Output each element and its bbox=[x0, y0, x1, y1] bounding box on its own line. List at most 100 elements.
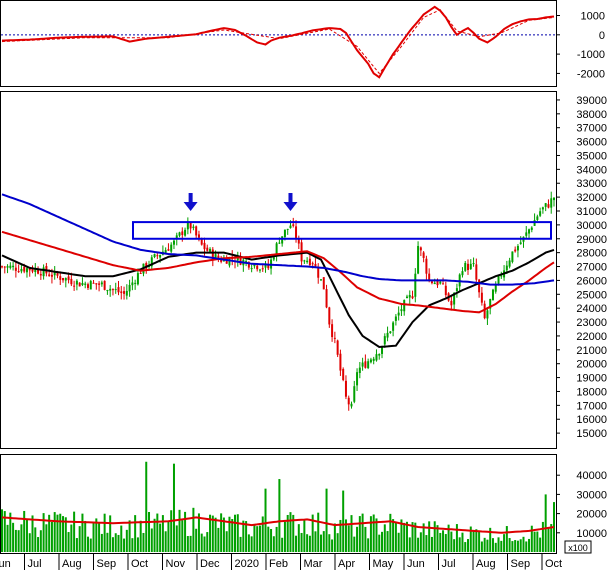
candle-body bbox=[192, 226, 195, 228]
candle-body bbox=[547, 204, 550, 208]
down-arrow-shaft bbox=[288, 193, 293, 203]
volume-bar bbox=[508, 538, 511, 552]
candle-body bbox=[430, 281, 433, 284]
x-tick-label: Dec bbox=[200, 558, 220, 570]
candle-body bbox=[408, 294, 411, 298]
volume-bar bbox=[511, 541, 514, 552]
volume-tick-label: 40000 bbox=[576, 470, 607, 482]
volume-bar bbox=[386, 531, 389, 552]
candle-body bbox=[411, 296, 414, 299]
candle-body bbox=[89, 281, 92, 290]
candle-body bbox=[494, 284, 497, 292]
candle-body bbox=[6, 266, 9, 268]
volume-bar bbox=[519, 539, 522, 552]
candle-body bbox=[53, 271, 56, 276]
volume-bar bbox=[475, 529, 478, 552]
volume-bar bbox=[62, 516, 65, 552]
candle-body bbox=[486, 310, 489, 319]
price-tick-label: 15000 bbox=[576, 428, 607, 440]
candle-body bbox=[500, 275, 503, 277]
candle-body bbox=[39, 274, 42, 276]
volume-bar bbox=[356, 526, 359, 552]
volume-bar bbox=[464, 542, 467, 552]
candle-body bbox=[530, 227, 533, 230]
volume-bar bbox=[25, 519, 28, 552]
volume-bar bbox=[3, 511, 6, 552]
volume-bar bbox=[503, 534, 506, 552]
candle-body bbox=[480, 292, 483, 303]
candle-body bbox=[292, 224, 295, 226]
candle-body bbox=[12, 265, 15, 268]
volume-bar bbox=[86, 536, 89, 552]
candle-body bbox=[347, 397, 350, 405]
volume-bar bbox=[267, 526, 270, 552]
candle-body bbox=[419, 247, 422, 251]
volume-bar bbox=[84, 520, 87, 552]
volume-bar bbox=[206, 532, 209, 552]
price-tick-label: 31000 bbox=[576, 206, 607, 218]
volume-bar bbox=[78, 526, 81, 552]
volume-bar bbox=[100, 533, 103, 552]
volume-bar bbox=[34, 527, 37, 552]
candle-body bbox=[514, 249, 517, 252]
candle-body bbox=[428, 273, 431, 280]
candle-body bbox=[344, 380, 347, 397]
volume-bar bbox=[134, 515, 137, 552]
candle-body bbox=[295, 226, 298, 238]
volume-bar bbox=[48, 514, 51, 552]
volume-bar bbox=[283, 521, 286, 552]
candle-body bbox=[358, 367, 361, 374]
candle-body bbox=[131, 282, 134, 286]
candle-body bbox=[325, 289, 328, 308]
down-arrow-head bbox=[283, 202, 298, 211]
oscillator-tick-label: -1000 bbox=[577, 49, 605, 61]
candle-body bbox=[136, 273, 139, 285]
volume-bar bbox=[361, 513, 364, 552]
candle-body bbox=[467, 263, 470, 271]
candle-body bbox=[478, 279, 481, 293]
candle-body bbox=[286, 228, 289, 230]
candle-body bbox=[103, 280, 106, 290]
candle-body bbox=[34, 268, 37, 273]
candle-body bbox=[439, 281, 442, 284]
volume-bar bbox=[214, 517, 217, 552]
volume-bar bbox=[64, 517, 67, 552]
candle-body bbox=[134, 282, 137, 284]
candle-body bbox=[184, 229, 187, 236]
volume-bar bbox=[536, 531, 539, 552]
candle-body bbox=[453, 292, 456, 305]
volume-bar bbox=[120, 525, 123, 552]
volume-bar bbox=[186, 536, 189, 552]
candle-body bbox=[220, 259, 223, 262]
price-tick-label: 19000 bbox=[576, 373, 607, 385]
volume-bar bbox=[405, 521, 408, 552]
volume-bar bbox=[422, 523, 425, 552]
candle-body bbox=[98, 283, 101, 285]
volume-bar bbox=[433, 521, 436, 552]
candle-body bbox=[436, 280, 439, 286]
candle-body bbox=[317, 268, 320, 278]
x-tick-label: Apr bbox=[338, 558, 355, 570]
volume-bar bbox=[39, 530, 42, 552]
volume-bar bbox=[525, 541, 528, 552]
candle-body bbox=[86, 284, 89, 288]
candle-body bbox=[178, 232, 181, 236]
candle-body bbox=[37, 269, 40, 274]
candle-body bbox=[303, 260, 306, 262]
volume-bar bbox=[514, 540, 517, 552]
volume-bar bbox=[256, 526, 259, 552]
volume-bar bbox=[494, 542, 497, 552]
volume-bar bbox=[400, 519, 403, 552]
volume-bar bbox=[325, 488, 328, 552]
volume-bar bbox=[491, 538, 494, 552]
volume-bar bbox=[261, 516, 264, 552]
volume-bar bbox=[167, 521, 170, 552]
price-tick-label: 25000 bbox=[576, 289, 607, 301]
price-tick-label: 37000 bbox=[576, 123, 607, 135]
candle-body bbox=[14, 267, 17, 271]
volume-bar bbox=[417, 537, 420, 552]
candle-body bbox=[153, 254, 156, 258]
candle-body bbox=[483, 303, 486, 319]
candle-body bbox=[42, 267, 45, 277]
volume-bar bbox=[258, 525, 261, 552]
